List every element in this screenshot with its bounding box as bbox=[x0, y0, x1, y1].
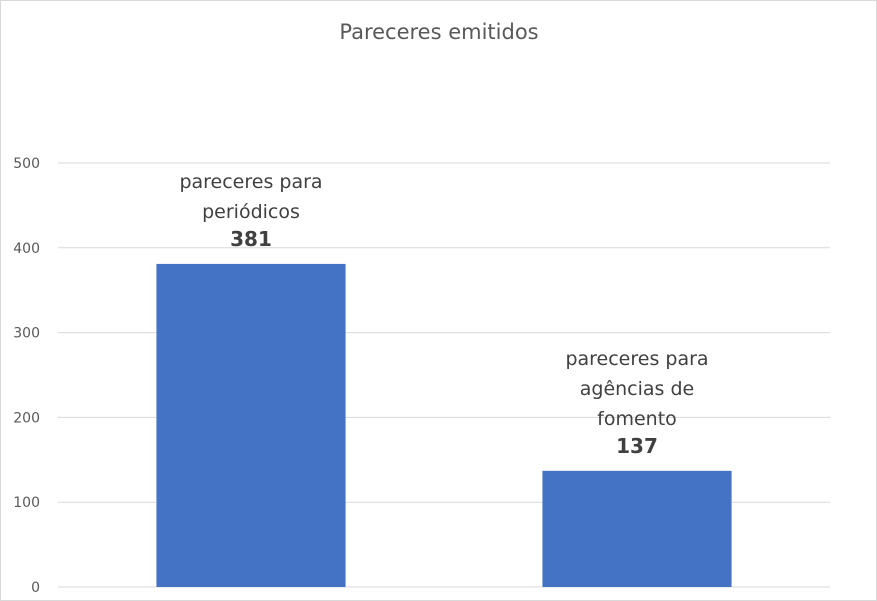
y-tick-label-200: 200 bbox=[13, 410, 40, 426]
bars bbox=[156, 263, 732, 587]
y-tick-label-500: 500 bbox=[13, 156, 40, 172]
y-tick-label-0: 0 bbox=[31, 580, 40, 596]
data-labels: 381 pareceres para periódicos 137 pareceres … bbox=[179, 171, 708, 458]
category-label-1: pareceres para agências de fomento bbox=[565, 348, 708, 430]
value-label-1: 137 bbox=[616, 434, 658, 458]
chart-title: Pareceres emitidos bbox=[339, 20, 538, 44]
y-tick-label-400: 400 bbox=[13, 241, 40, 257]
bar-0 bbox=[156, 263, 346, 587]
y-tick-label-100: 100 bbox=[13, 495, 40, 511]
bar-1 bbox=[542, 470, 732, 587]
category-label-0: pareceres para periódicos bbox=[179, 171, 322, 223]
y-axis: 0 100 200 300 400 500 bbox=[13, 156, 40, 596]
value-label-0: 381 bbox=[230, 227, 272, 251]
y-tick-label-300: 300 bbox=[13, 326, 40, 342]
